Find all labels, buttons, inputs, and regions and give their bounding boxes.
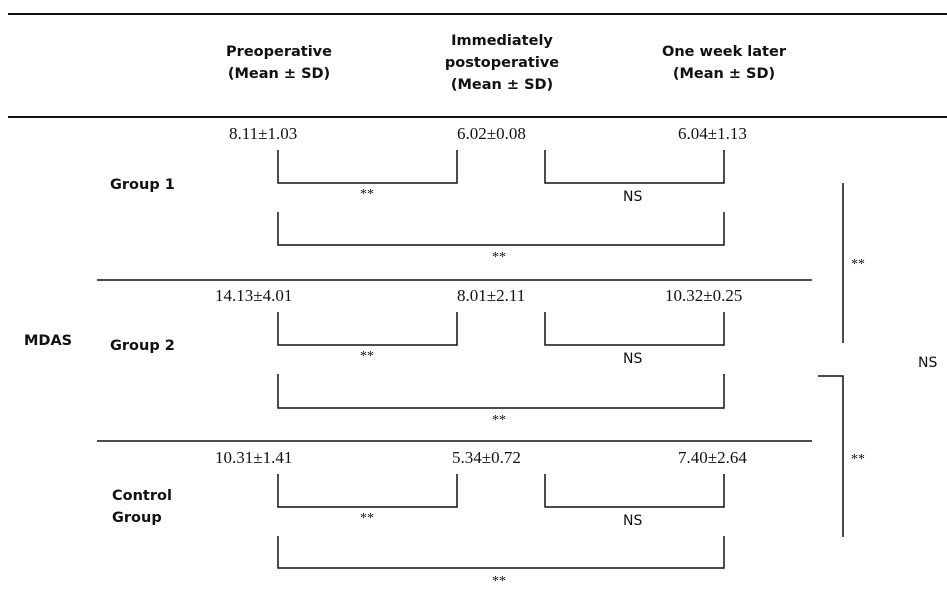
header-one-week-line2: (Mean ± SD) xyxy=(672,66,776,82)
comparison-g2-control-line xyxy=(818,375,844,537)
g1-preoperative-value: 8.11±1.03 xyxy=(229,124,298,143)
g2-one-week-value: 10.32±0.25 xyxy=(665,286,743,305)
group2-vs-control-significance: ** xyxy=(851,452,865,467)
bracket-g1-pre-week xyxy=(277,212,725,246)
g1-pre-week-significance: ** xyxy=(492,250,506,265)
group1-vs-group2-significance: ** xyxy=(851,257,865,272)
g1-immediately-value: 6.02±0.08 xyxy=(457,124,526,143)
header-immediately-postoperative: Immediately postoperative (Mean ± SD) xyxy=(445,30,559,96)
bracket-g2-pre-week xyxy=(277,374,725,409)
g1-one-week-value: 6.04±1.13 xyxy=(678,124,747,143)
bracket-g2-pre-immediate xyxy=(277,312,458,346)
header-one-week-line1: One week later xyxy=(662,44,786,60)
g2-immediately-value: 8.01±2.11 xyxy=(457,286,526,305)
gc-pre-week-significance: ** xyxy=(492,574,506,589)
group-label-1: Group 1 xyxy=(110,177,175,193)
header-one-week-later: One week later (Mean ± SD) xyxy=(662,41,786,85)
header-preoperative-line1: Preoperative xyxy=(226,44,332,60)
group-label-2: Group 2 xyxy=(110,338,175,354)
bracket-g1-pre-immediate xyxy=(277,150,458,184)
bracket-gc-pre-week xyxy=(277,536,725,569)
g2-preoperative-value: 14.13±4.01 xyxy=(215,286,293,305)
gc-immediate-week-significance: NS xyxy=(623,513,643,529)
bracket-g2-immediate-week xyxy=(544,312,725,346)
g2-immediate-week-significance: NS xyxy=(623,351,643,367)
g2-pre-week-significance: ** xyxy=(492,413,506,428)
bracket-gc-immediate-week xyxy=(544,474,725,508)
gc-immediately-value: 5.34±0.72 xyxy=(452,448,521,467)
gc-one-week-value: 7.40±2.64 xyxy=(678,448,747,467)
g2-pre-immediate-significance: ** xyxy=(360,349,374,364)
group1-vs-control-significance: NS xyxy=(918,355,938,371)
header-preoperative-line2: (Mean ± SD) xyxy=(227,66,331,82)
header-immediately-line2: postoperative xyxy=(444,55,560,71)
gc-pre-immediate-significance: ** xyxy=(360,511,374,526)
header-preoperative: Preoperative (Mean ± SD) xyxy=(226,41,332,85)
header-immediately-line1: Immediately xyxy=(451,33,553,49)
group-label-control: Control Group xyxy=(112,485,172,529)
group-label-control-line1: Control xyxy=(112,488,172,504)
g1-immediate-week-significance: NS xyxy=(623,189,643,205)
group-label-control-line2: Group xyxy=(112,510,162,526)
g1-pre-immediate-significance: ** xyxy=(360,187,374,202)
row-label-mdas: MDAS xyxy=(24,333,73,349)
gc-preoperative-value: 10.31±1.41 xyxy=(215,448,293,467)
bracket-g1-immediate-week xyxy=(544,150,725,184)
bracket-gc-pre-immediate xyxy=(277,474,458,508)
header-immediately-line3: (Mean ± SD) xyxy=(450,77,554,93)
